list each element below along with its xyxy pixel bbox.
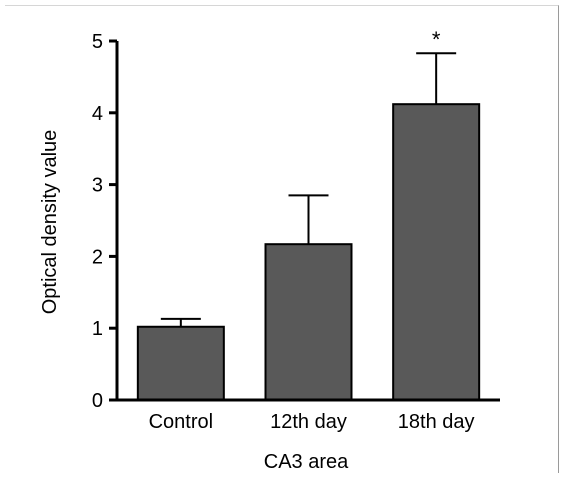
- y-tick-label: 0: [92, 390, 103, 412]
- bar-control: [136, 325, 225, 402]
- x-tick-label: 12th day: [270, 411, 347, 433]
- bars-layer: [136, 103, 481, 402]
- figure-frame: [5, 5, 559, 473]
- ticks-layer: 0 1 2 3 4 5: [92, 31, 117, 412]
- y-axis-label: Optical density value: [39, 130, 61, 315]
- x-tick-label: Control: [149, 411, 213, 433]
- x-tick-label: 18th day: [398, 411, 475, 433]
- y-tick-label: 3: [92, 175, 103, 197]
- y-tick-label: 1: [92, 318, 103, 340]
- y-tick-label: 2: [92, 246, 103, 268]
- error-bars-layer: [160, 52, 457, 327]
- bar-12th-day: [264, 243, 353, 401]
- y-tick-label: 5: [92, 31, 103, 53]
- x-axis-label: CA3 area: [264, 451, 349, 473]
- axes-layer: [115, 41, 500, 402]
- y-tick-label: 4: [92, 103, 103, 125]
- bar-18th-day: [392, 103, 481, 402]
- labels-layer: Control 12th day * 18th day: [149, 27, 475, 433]
- significance-marker: *: [432, 27, 441, 52]
